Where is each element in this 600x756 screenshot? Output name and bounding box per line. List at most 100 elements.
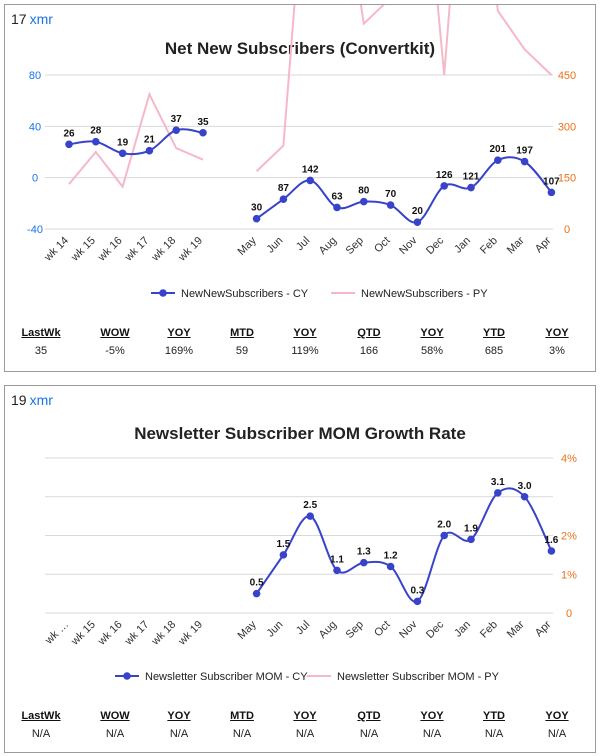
kpi-yoy: YOY N/A xyxy=(144,710,214,740)
x-tick-label: Dec xyxy=(424,234,447,257)
kpi-yoy: YOY N/A xyxy=(397,710,467,740)
x-tick-label: Nov xyxy=(397,618,420,641)
data-point-cy xyxy=(360,197,368,206)
data-point-cy xyxy=(145,146,154,155)
kpi-value: 685 xyxy=(484,345,504,357)
kpi-yoy: YOY N/A xyxy=(270,710,340,740)
left-axis-tick-label: 80 xyxy=(29,70,41,82)
kpi-label: WOW xyxy=(100,327,130,339)
data-point-cy xyxy=(199,128,207,137)
data-label: 0.3 xyxy=(410,585,424,596)
data-point-cy xyxy=(252,589,261,598)
chart-card-mom-growth-rate: 19 xmr Newsletter Subscriber MOM Growth R… xyxy=(4,385,596,753)
data-label: 126 xyxy=(436,170,453,181)
series-line-py xyxy=(68,91,204,189)
kpi-label: MTD xyxy=(230,327,254,339)
data-label: 1.1 xyxy=(330,554,344,565)
legend-label-py: NewNewSubscribers - PY xyxy=(361,288,488,300)
x-tick-label: Feb xyxy=(478,619,500,641)
right-axis-tick-label: 150 xyxy=(558,173,576,185)
left-axis-tick-label: 0 xyxy=(32,173,38,185)
data-label: 1.5 xyxy=(276,539,290,550)
kpi-label: MTD xyxy=(230,710,254,722)
x-tick-label: wk 16 xyxy=(95,619,125,649)
legend-label-py: Newsletter Subscriber MOM - PY xyxy=(337,671,500,683)
chart-title: Newsletter Subscriber MOM Growth Rate xyxy=(134,424,466,443)
chart-title: Net New Subscribers (Convertkit) xyxy=(164,39,436,58)
xmr-link[interactable]: xmr xyxy=(29,11,53,27)
data-point-cy xyxy=(413,218,422,226)
kpi-label: YOY xyxy=(545,327,569,339)
data-point-cy xyxy=(279,551,288,559)
x-tick-label: Apr xyxy=(533,618,554,639)
kpi-label: YTD xyxy=(483,710,505,722)
legend-marker-cy xyxy=(159,289,167,297)
right-axis-tick-label: 4% xyxy=(561,453,577,465)
kpi-yoy: YOY N/A xyxy=(522,710,592,740)
kpi-yoy: YOY 3% xyxy=(522,327,592,357)
data-label: 142 xyxy=(302,164,319,175)
data-point-cy xyxy=(118,149,127,158)
card-header: 19 xmr xyxy=(11,392,53,408)
kpi-wow: WOW N/A xyxy=(80,710,150,740)
series-line-cy xyxy=(255,487,553,603)
data-point-cy xyxy=(279,195,288,204)
kpi-value: N/A xyxy=(232,728,252,740)
xmr-link[interactable]: xmr xyxy=(29,392,53,408)
x-tick-label: wk 16 xyxy=(95,235,125,265)
kpi-label: WOW xyxy=(100,710,130,722)
data-point-cy xyxy=(333,203,341,212)
x-tick-label: wk 14 xyxy=(42,235,72,265)
data-label: 1.2 xyxy=(384,551,398,562)
data-point-cy xyxy=(467,183,475,192)
data-point-cy xyxy=(252,214,261,223)
kpi-yoy: YOY 58% xyxy=(397,327,467,357)
chart-card-net-new-subscribers: 17 xmr Net New Subscribers (Convertkit) 8… xyxy=(4,4,596,372)
data-label: 30 xyxy=(251,203,263,214)
kpi-value: N/A xyxy=(105,728,125,740)
kpi-value: -5% xyxy=(105,345,125,357)
x-tick-label: Oct xyxy=(372,235,393,256)
data-point-cy xyxy=(467,535,475,544)
kpi-mtd: MTD 59 xyxy=(207,327,277,357)
x-tick-label: wk 15 xyxy=(68,235,98,265)
kpi-ytd: YTD 685 xyxy=(459,327,529,357)
data-point-cy xyxy=(440,531,449,540)
left-axis-tick-label: -40 xyxy=(27,224,43,236)
kpi-value: 35 xyxy=(34,345,48,357)
data-label: 37 xyxy=(171,114,183,125)
data-label: 35 xyxy=(197,117,209,128)
kpi-label: YOY xyxy=(293,327,317,339)
data-label: 121 xyxy=(463,172,480,183)
net-new-subscribers-chart: 80 40 0 -40 450 300 150 0 26 28 19 21 37 35 30 87 142 63 8… xyxy=(27,5,576,300)
x-tick-label: Sep xyxy=(344,619,366,641)
data-label: 1.6 xyxy=(544,535,558,546)
kpi-value: N/A xyxy=(484,728,504,740)
data-label: 2.5 xyxy=(303,500,317,511)
x-tick-label: Oct xyxy=(372,619,393,640)
card-number: 19 xyxy=(11,392,27,408)
data-point-cy xyxy=(494,156,502,165)
legend-marker-cy xyxy=(123,672,131,680)
data-label: 63 xyxy=(331,191,343,202)
data-point-cy xyxy=(520,157,529,166)
kpi-value: 119% xyxy=(291,345,319,357)
kpi-label: YOY xyxy=(545,710,569,722)
legend-label-cy: NewNewSubscribers - CY xyxy=(181,288,309,300)
data-point-cy xyxy=(547,547,556,555)
card-header: 17 xmr xyxy=(11,11,53,27)
x-tick-label: Dec xyxy=(424,618,447,641)
x-tick-label: Aug xyxy=(317,619,339,641)
data-label: 0.5 xyxy=(250,578,264,589)
kpi-wow: WOW -5% xyxy=(80,327,150,357)
x-tick-label: Jun xyxy=(264,619,285,640)
kpi-value: N/A xyxy=(422,728,442,740)
data-label: 107 xyxy=(543,176,560,187)
x-tick-label: Apr xyxy=(533,234,554,255)
data-label: 87 xyxy=(278,183,290,194)
kpi-qtd: QTD N/A xyxy=(334,710,404,740)
right-axis-tick-label: 0 xyxy=(564,224,570,236)
x-tick-label: Feb xyxy=(478,235,500,257)
x-tick-label: wk 19 xyxy=(176,235,206,265)
x-tick-label: Sep xyxy=(344,235,366,257)
